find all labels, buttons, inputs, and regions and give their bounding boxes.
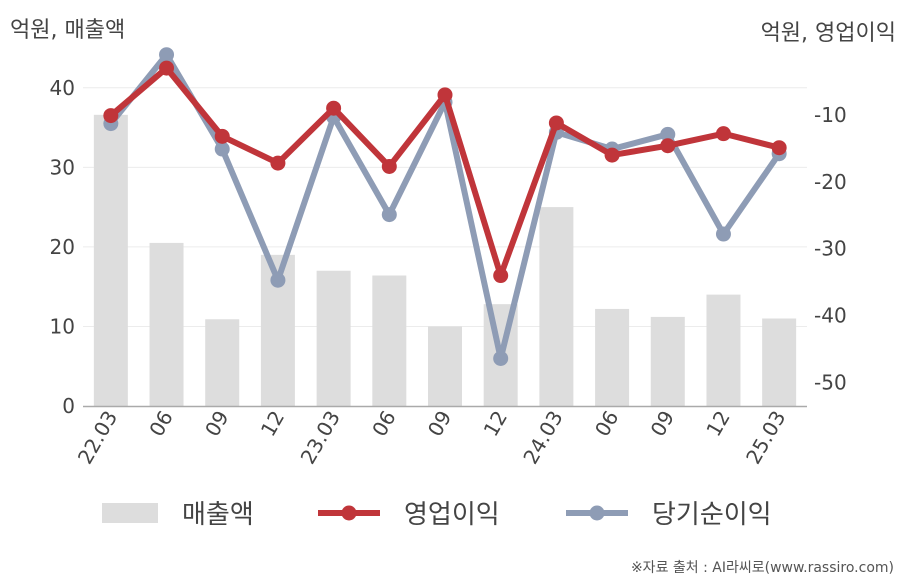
- data-point: [771, 140, 787, 156]
- left-axis-unit: 억원, 매출액: [10, 18, 125, 43]
- data-point: [660, 138, 676, 154]
- legend-label: 당기순이익: [652, 500, 772, 530]
- legend-item: 매출액: [102, 500, 254, 530]
- left-tick-label: 30: [50, 155, 75, 179]
- x-tick-label: 24.03: [518, 407, 567, 469]
- data-point: [604, 147, 620, 163]
- data-point: [159, 60, 175, 76]
- data-point: [159, 47, 175, 63]
- left-tick-label: 40: [50, 76, 75, 100]
- x-tick-label: 09: [200, 407, 234, 441]
- bar: [428, 326, 462, 406]
- left-tick-label: 0: [62, 394, 75, 418]
- legend-marker: [341, 505, 357, 521]
- right-tick-label: -30: [814, 237, 847, 261]
- legend-item: 당기순이익: [566, 500, 772, 530]
- data-point: [381, 158, 397, 174]
- x-tick-label: 22.03: [73, 407, 122, 469]
- x-tick-label: 06: [144, 407, 178, 441]
- gridlines: [83, 87, 807, 327]
- x-tick-label: 12: [479, 407, 513, 441]
- data-point: [103, 108, 119, 124]
- left-tick-label: 10: [50, 314, 75, 338]
- line-series-operating-profit: [103, 60, 787, 284]
- x-tick-label: 25.03: [741, 407, 790, 469]
- data-point: [715, 226, 731, 242]
- data-point: [214, 128, 230, 144]
- bar: [149, 242, 184, 406]
- source-note: ※자료 출처 : AI라씨로(www.rassiro.com): [631, 560, 894, 576]
- x-axis-ticks: 22.03 06 09 12 23.03 06 09 12 24.03 06 09 12 25.03: [73, 407, 791, 469]
- data-point: [437, 87, 453, 103]
- data-point: [326, 100, 342, 116]
- x-tick-label: 09: [423, 407, 457, 441]
- legend-item: 영업이익: [318, 500, 500, 530]
- bar: [539, 207, 574, 406]
- right-tick-label: -10: [814, 103, 847, 127]
- legend: 매출액 영업이익 당기순이익: [102, 500, 772, 530]
- right-axis-ticks: -10 -20 -30 -40 -50: [814, 103, 847, 395]
- data-point: [493, 350, 509, 366]
- bar: [706, 294, 741, 406]
- x-tick-label: 09: [646, 407, 680, 441]
- right-tick-label: -50: [814, 371, 847, 395]
- data-point: [270, 155, 286, 171]
- data-point: [660, 126, 676, 142]
- legend-swatch: [102, 503, 158, 523]
- data-point: [493, 268, 509, 284]
- data-point: [214, 141, 230, 157]
- data-point: [548, 115, 564, 131]
- x-tick-label: 06: [367, 407, 401, 441]
- legend-marker: [589, 505, 605, 521]
- right-tick-label: -20: [814, 170, 847, 194]
- x-tick-label: 23.03: [296, 407, 345, 469]
- bar-series-revenue: [93, 114, 797, 407]
- data-point: [381, 207, 397, 223]
- bar: [93, 114, 128, 407]
- bar: [595, 308, 630, 406]
- right-tick-label: -40: [814, 304, 847, 328]
- right-axis-unit: 억원, 영업이익: [761, 21, 896, 46]
- x-tick-label: 12: [256, 407, 290, 441]
- line-series: [103, 47, 787, 366]
- data-point: [270, 272, 286, 288]
- data-point: [715, 126, 731, 142]
- bar: [650, 316, 685, 406]
- x-tick-label: 12: [701, 407, 735, 441]
- left-tick-label: 20: [50, 235, 75, 259]
- x-tick-label: 06: [590, 407, 624, 441]
- bar: [762, 318, 797, 406]
- legend-label: 영업이익: [404, 500, 500, 530]
- bar: [372, 275, 407, 406]
- bar: [316, 270, 351, 406]
- legend-label: 매출액: [182, 500, 254, 530]
- left-axis-ticks: 0 10 20 30 40: [50, 76, 75, 418]
- bar: [205, 319, 240, 406]
